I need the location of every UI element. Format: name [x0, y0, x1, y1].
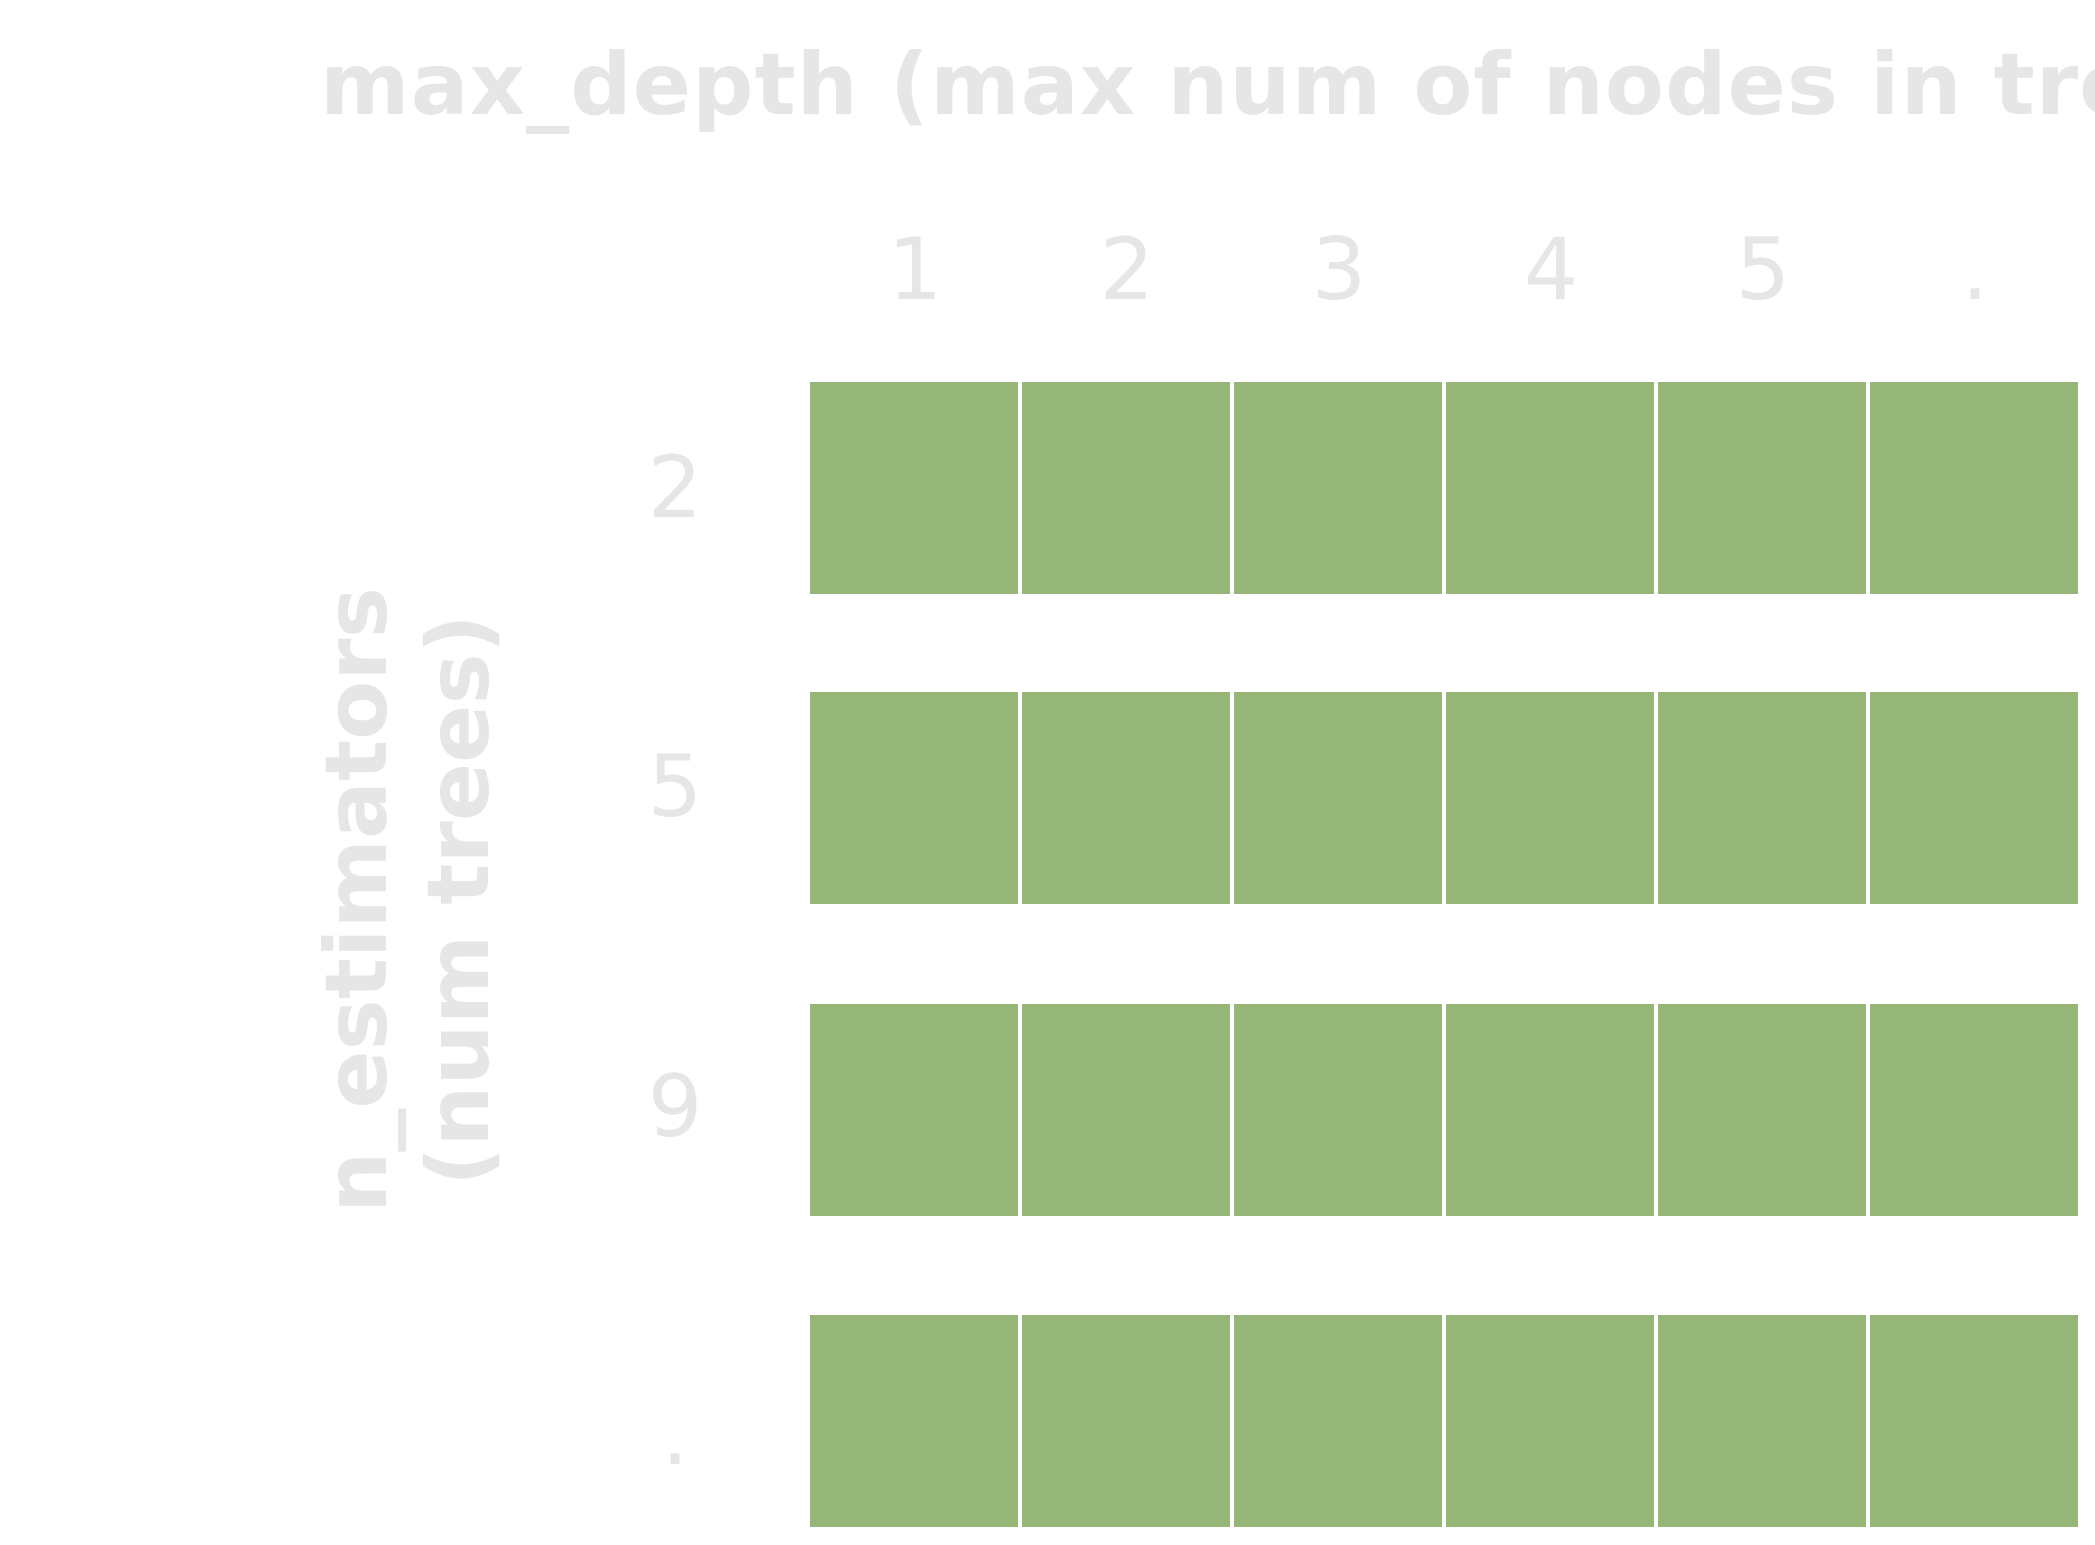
grid-cell-r1-c2	[1022, 382, 1230, 594]
grid-cell-r2-c5	[1658, 692, 1866, 904]
grid-cell-r4-c4	[1446, 1315, 1654, 1527]
grid-cell-r2-c2	[1022, 692, 1230, 904]
y-axis-title-line-1: n_estimators	[307, 587, 407, 1213]
grid-cell-r2-c1	[810, 692, 1018, 904]
grid-cell-r4-c5	[1658, 1315, 1866, 1527]
grid-cell-r4-c2	[1022, 1315, 1230, 1527]
grid-cell-r3-c2	[1022, 1004, 1230, 1216]
grid-cell-r3-c4	[1446, 1004, 1654, 1216]
grid-cell-r1-c5	[1658, 382, 1866, 594]
y-axis-title: n_estimators (num trees)	[288, 575, 528, 1225]
grid-cell-r3-c6	[1870, 1004, 2078, 1216]
grid-cell-r2-c3	[1234, 692, 1442, 904]
column-label-2: 2	[1099, 220, 1155, 320]
grid-cell-r1-c1	[810, 382, 1018, 594]
grid-cell-r1-c3	[1234, 382, 1442, 594]
grid-cell-r3-c3	[1234, 1004, 1442, 1216]
row-label-2: 5	[647, 737, 703, 837]
column-label-6: .	[1961, 220, 1989, 320]
column-label-3: 3	[1311, 220, 1367, 320]
grid-cell-r4-c1	[810, 1315, 1018, 1527]
row-label-4: .	[661, 1385, 689, 1485]
grid-cell-r3-c5	[1658, 1004, 1866, 1216]
row-label-3: 9	[647, 1057, 703, 1157]
grid-cell-r4-c3	[1234, 1315, 1442, 1527]
grid-cell-r3-c1	[810, 1004, 1018, 1216]
row-label-1: 2	[647, 438, 703, 538]
column-label-4: 4	[1523, 220, 1579, 320]
column-label-1: 1	[887, 220, 943, 320]
grid-cell-r4-c6	[1870, 1315, 2078, 1527]
y-axis-title-line-2: (num trees)	[409, 614, 509, 1186]
grid-cell-r1-c6	[1870, 382, 2078, 594]
grid-cell-r2-c6	[1870, 692, 2078, 904]
column-label-5: 5	[1735, 220, 1791, 320]
grid-cell-r1-c4	[1446, 382, 1654, 594]
grid-cell-r2-c4	[1446, 692, 1654, 904]
chart-title: max_depth (max num of nodes in tree)	[320, 35, 2095, 135]
